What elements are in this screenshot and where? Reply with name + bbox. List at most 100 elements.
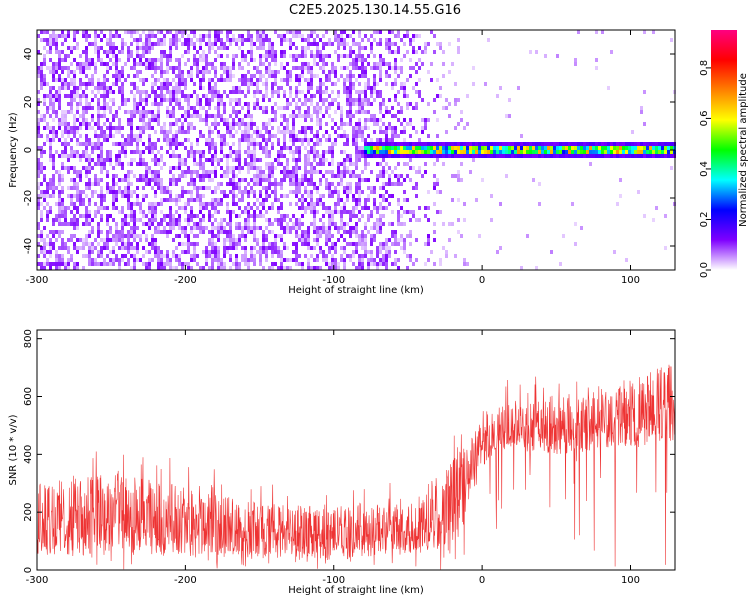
heatmap-cell [97,82,100,86]
heatmap-cell [151,30,154,34]
heatmap-cell [397,178,400,182]
heatmap-cell [265,210,268,214]
heatmap-cell [286,106,289,110]
heatmap-cell [178,142,181,146]
heatmap-cell [76,102,79,106]
heatmap-cell [76,30,79,34]
heatmap-cell [433,174,436,178]
heatmap-cell [397,142,400,146]
heatmap-cell [349,46,352,50]
heatmap-cell [274,194,277,198]
heatmap-cell [289,38,292,42]
heatmap-cell [322,98,325,102]
heatmap-cell [619,194,622,198]
heatmap-cell [400,82,403,86]
heatmap-cell [580,150,583,154]
heatmap-cell [550,250,553,254]
heatmap-cell [409,122,412,126]
heatmap-cell [91,90,94,94]
heatmap-cell [214,226,217,230]
heatmap-cell [208,102,211,106]
heatmap-cell [184,190,187,194]
heatmap-cell [145,250,148,254]
heatmap-cell [100,194,103,198]
heatmap-cell [385,126,388,130]
heatmap-cell [325,54,328,58]
heatmap-cell [265,154,268,158]
heatmap-cell [661,150,664,154]
heatmap-cell [133,210,136,214]
heatmap-cell [70,210,73,214]
heatmap-cell [103,158,106,162]
heatmap-cell [130,142,133,146]
heatmap-cell [310,194,313,198]
heatmap-cell [196,226,199,230]
heatmap-cell [70,194,73,198]
heatmap-cell [118,74,121,78]
heatmap-cell [379,250,382,254]
heatmap-cell [82,30,85,34]
heatmap-cell [145,162,148,166]
heatmap-cell [214,34,217,38]
heatmap-cell [220,142,223,146]
heatmap-cell [343,210,346,214]
heatmap-cell [325,122,328,126]
heatmap-cell [349,90,352,94]
heatmap-cell [268,218,271,222]
heatmap-cell [253,194,256,198]
heatmap-cell [310,150,313,154]
heatmap-cell [88,258,91,262]
heatmap-cell [301,130,304,134]
heatmap-cell [139,206,142,210]
heatmap-cell [196,262,199,266]
heatmap-cell [259,178,262,182]
heatmap-cell [364,198,367,202]
heatmap-cell [268,266,271,270]
heatmap-cell [100,142,103,146]
heatmap-cell [61,190,64,194]
heatmap-cell [229,182,232,186]
heatmap-cell [394,258,397,262]
heatmap-cell [154,94,157,98]
heatmap-cell [388,166,391,170]
heatmap-cell [43,190,46,194]
heatmap-cell [628,142,631,146]
heatmap-cell [295,46,298,50]
heatmap-cell [49,42,52,46]
heatmap-cell [241,74,244,78]
heatmap-cell [289,170,292,174]
heatmap-cell [319,246,322,250]
heatmap-cell [370,214,373,218]
heatmap-cell [169,90,172,94]
heatmap-cell [385,246,388,250]
heatmap-cell [391,82,394,86]
heatmap-cell [382,254,385,258]
heatmap-cell [574,222,577,226]
heatmap-cell [118,70,121,74]
heatmap-cell [130,134,133,138]
heatmap-cell [46,66,49,70]
heatmap-cell [262,242,265,246]
heatmap-cell [250,54,253,58]
heatmap-cell [391,150,394,154]
heatmap-cell [175,166,178,170]
heatmap-cell [160,50,163,54]
heatmap-cell [253,42,256,46]
heatmap-cell [205,66,208,70]
heatmap-cell [292,170,295,174]
heatmap-cell [244,94,247,98]
heatmap-cell [316,266,319,270]
heatmap-cell [667,146,670,150]
heatmap-cell [364,226,367,230]
heatmap-cell [208,254,211,258]
heatmap-cell [235,202,238,206]
heatmap-cell [154,130,157,134]
heatmap-cell [640,150,643,154]
heatmap-cell [124,254,127,258]
heatmap-cell [274,118,277,122]
heatmap-cell [103,90,106,94]
heatmap-cell [73,170,76,174]
heatmap-cell [250,150,253,154]
heatmap-cell [70,154,73,158]
heatmap-cell [292,158,295,162]
